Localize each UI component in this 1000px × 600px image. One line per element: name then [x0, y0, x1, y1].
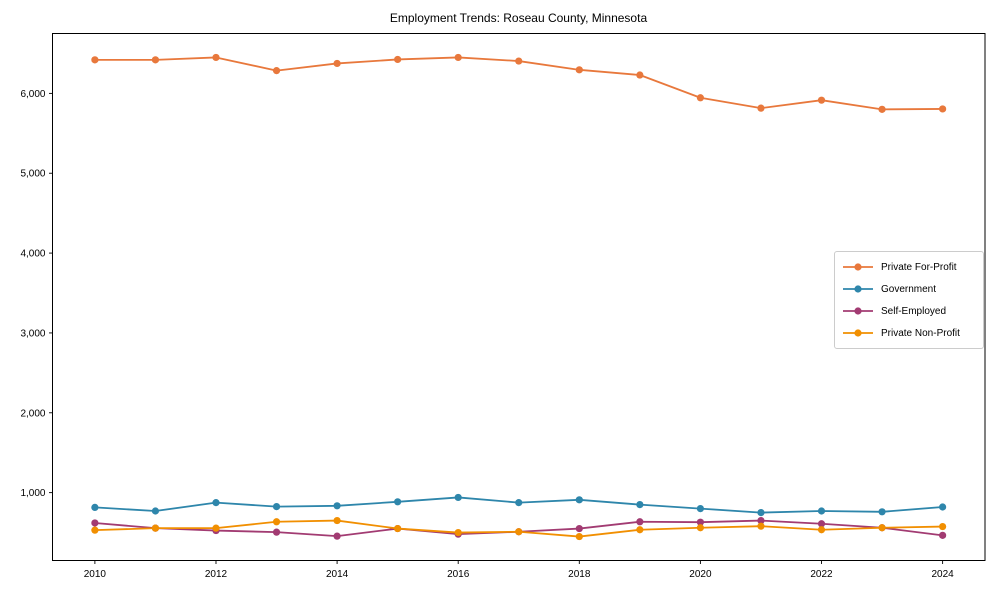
data-point-self-employed-2019 — [636, 518, 644, 526]
data-point-private-for-profit-2010 — [91, 56, 99, 64]
series-private-non-profit — [91, 516, 947, 541]
data-point-private-for-profit-2013 — [272, 67, 281, 75]
data-point-government-2024 — [939, 503, 947, 511]
data-point-self-employed-2021 — [757, 516, 765, 525]
data-point-private-non-profit-2012 — [212, 524, 220, 532]
data-point-government-2020 — [696, 504, 705, 513]
legend-dot — [854, 285, 862, 293]
x-tick-label: 2020 — [689, 569, 712, 580]
data-point-private-for-profit-2017 — [515, 57, 523, 65]
data-point-private-for-profit-2023 — [878, 105, 886, 113]
data-point-government-2022 — [817, 507, 826, 515]
data-point-private-non-profit-2017 — [515, 528, 523, 536]
x-tick-label: 2012 — [205, 569, 228, 580]
data-point-self-employed-2018 — [575, 524, 583, 533]
legend-label-private-non-profit: Private Non-Profit — [881, 327, 960, 339]
data-point-private-for-profit-2019 — [636, 71, 644, 79]
data-point-government-2010 — [91, 503, 99, 512]
data-point-private-for-profit-2022 — [817, 96, 826, 104]
y-tick-label: 3,000 — [20, 328, 45, 339]
legend-dot — [854, 307, 862, 315]
data-point-private-non-profit-2015 — [394, 524, 402, 533]
data-point-private-for-profit-2012 — [212, 53, 220, 62]
series-line-private-for-profit — [94, 56, 943, 111]
series-government — [91, 493, 947, 517]
legend: Private For-Profit Government Self-Employe… — [834, 251, 984, 349]
x-axis: 2010 2012 2014 2016 2018 2020 2022 2024 — [84, 560, 954, 580]
y-tick-label: 1,000 — [20, 488, 45, 499]
legend-item-self-employed: Self-Employed — [843, 303, 975, 319]
data-point-government-2019 — [636, 501, 644, 509]
y-tick-label: 6,000 — [20, 89, 45, 100]
data-point-government-2013 — [272, 503, 281, 511]
legend-dot — [854, 329, 862, 337]
x-tick-label: 2016 — [447, 569, 470, 580]
data-point-self-employed-2014 — [333, 532, 341, 540]
legend-marker-private-non-profit — [843, 329, 873, 337]
data-point-self-employed-2020 — [696, 518, 705, 526]
data-point-private-for-profit-2014 — [333, 59, 341, 68]
data-point-government-2017 — [515, 499, 523, 507]
data-point-self-employed-2010 — [91, 519, 99, 527]
legend-label-private-for-profit: Private For-Profit — [881, 261, 957, 273]
data-point-private-non-profit-2018 — [575, 532, 583, 541]
data-point-private-non-profit-2021 — [757, 522, 765, 530]
legend-item-private-for-profit: Private For-Profit — [843, 259, 975, 275]
data-point-private-for-profit-2016 — [454, 53, 462, 62]
data-point-private-for-profit-2018 — [575, 66, 583, 74]
y-tick-label: 5,000 — [20, 169, 45, 180]
y-tick-label: 2,000 — [20, 408, 45, 419]
data-point-self-employed-2022 — [817, 520, 826, 528]
chart-title: Employment Trends: Roseau County, Minnes… — [389, 11, 648, 25]
data-point-private-non-profit-2011 — [151, 524, 160, 532]
data-point-government-2011 — [151, 507, 160, 515]
x-tick-label: 2022 — [810, 569, 833, 580]
data-point-private-non-profit-2020 — [696, 524, 705, 532]
legend-item-government: Government — [843, 281, 975, 297]
data-point-self-employed-2013 — [272, 528, 281, 536]
legend-dot — [854, 263, 862, 271]
legend-label-government: Government — [881, 283, 937, 295]
data-point-private-for-profit-2011 — [151, 56, 160, 64]
data-point-private-for-profit-2015 — [394, 55, 402, 64]
data-point-private-non-profit-2022 — [817, 526, 826, 534]
legend-item-private-non-profit: Private Non-Profit — [843, 325, 975, 341]
data-point-private-non-profit-2023 — [878, 524, 886, 532]
x-tick-label: 2014 — [326, 569, 349, 580]
data-point-private-for-profit-2020 — [696, 94, 705, 102]
data-point-private-non-profit-2016 — [454, 528, 462, 537]
data-point-government-2015 — [394, 498, 402, 506]
x-tick-label: 2018 — [568, 569, 591, 580]
plot-border — [52, 33, 986, 561]
data-point-government-2023 — [878, 508, 886, 516]
data-point-private-non-profit-2024 — [939, 522, 947, 531]
x-tick-label: 2024 — [931, 569, 954, 580]
legend-marker-government — [843, 285, 873, 293]
legend-label-self-employed: Self-Employed — [881, 305, 947, 317]
data-point-private-non-profit-2019 — [636, 526, 644, 534]
data-point-government-2021 — [757, 508, 765, 517]
data-point-government-2014 — [333, 502, 341, 510]
legend-marker-self-employed — [843, 307, 873, 315]
data-point-private-for-profit-2024 — [939, 105, 947, 113]
data-point-private-non-profit-2013 — [272, 518, 281, 526]
legend-marker-private-for-profit — [843, 263, 873, 271]
data-point-government-2012 — [212, 499, 220, 507]
x-tick-label: 2010 — [84, 569, 107, 580]
y-tick-label: 4,000 — [20, 249, 45, 260]
data-point-government-2018 — [575, 496, 583, 504]
data-point-private-non-profit-2010 — [91, 526, 99, 534]
data-point-self-employed-2024 — [939, 531, 947, 539]
data-point-government-2016 — [454, 493, 462, 502]
data-point-private-non-profit-2014 — [333, 516, 341, 525]
data-point-private-for-profit-2021 — [757, 104, 765, 112]
y-axis: 1,000 2,000 3,000 4,000 5,000 6,000 — [20, 89, 53, 499]
series-private-for-profit — [91, 53, 947, 113]
